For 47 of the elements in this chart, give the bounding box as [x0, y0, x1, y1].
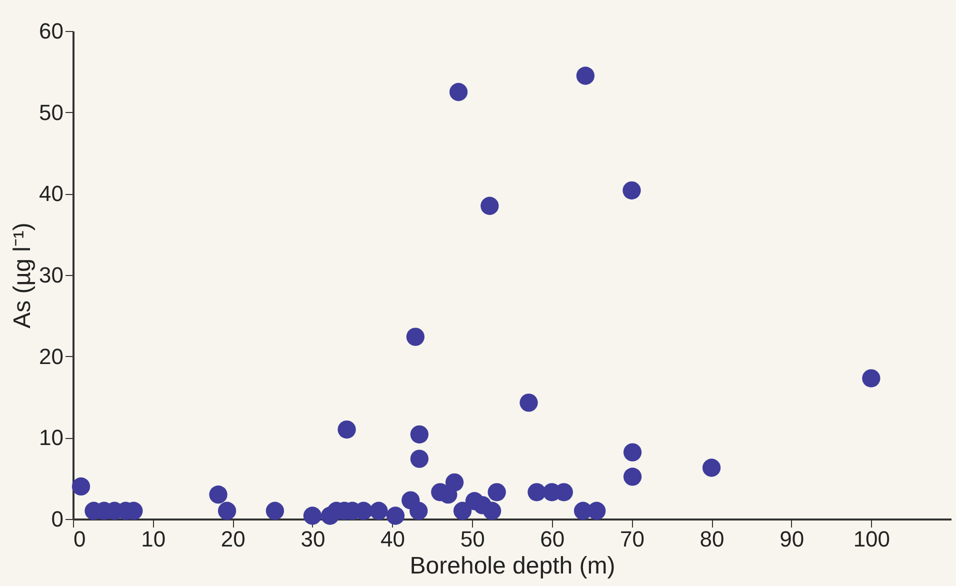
- point: [480, 196, 499, 215]
- x-tick-label: 40: [380, 526, 406, 552]
- point: [488, 483, 506, 502]
- point: [445, 473, 464, 492]
- y-tick-label: 60: [39, 18, 64, 44]
- y-tick-label: 20: [39, 344, 64, 369]
- x-tick-label: 50: [460, 526, 485, 552]
- x-axis-title: Borehole depth (m): [410, 552, 616, 580]
- x-tick-label: 10: [141, 526, 166, 552]
- x-tick-label: 30: [300, 526, 326, 552]
- x-tick-label: 80: [700, 526, 724, 552]
- x-tick-label: 90: [780, 526, 804, 552]
- point: [406, 328, 425, 346]
- point: [702, 458, 721, 477]
- point: [209, 486, 228, 504]
- y-tick-label: 50: [39, 100, 64, 125]
- point: [303, 506, 322, 525]
- point: [386, 506, 405, 525]
- point: [218, 502, 236, 520]
- x-tick-label: 0: [74, 526, 86, 552]
- x-tick-label: 60: [540, 526, 565, 552]
- point: [576, 66, 595, 85]
- point: [862, 369, 880, 388]
- point: [266, 502, 284, 520]
- y-tick-label: 0: [51, 506, 64, 532]
- x-tick-label: 70: [620, 526, 644, 552]
- y-tick-label: 10: [39, 425, 64, 450]
- point: [623, 443, 642, 462]
- x-tick-label: 100: [853, 526, 890, 552]
- point: [449, 82, 468, 102]
- point: [623, 468, 642, 486]
- point: [410, 502, 428, 520]
- y-axis-title: As (µg l⁻¹): [9, 222, 36, 328]
- x-tick-label: 20: [220, 526, 246, 552]
- point: [588, 502, 606, 520]
- point: [520, 394, 538, 412]
- point: [338, 420, 356, 439]
- point: [370, 502, 388, 520]
- y-tick-label: 40: [39, 181, 64, 206]
- point: [482, 502, 502, 520]
- point: [410, 450, 428, 468]
- point: [528, 483, 546, 502]
- point: [622, 181, 641, 200]
- y-tick-label: 30: [39, 262, 64, 288]
- point: [410, 425, 428, 444]
- point: [72, 477, 90, 496]
- point: [453, 502, 472, 520]
